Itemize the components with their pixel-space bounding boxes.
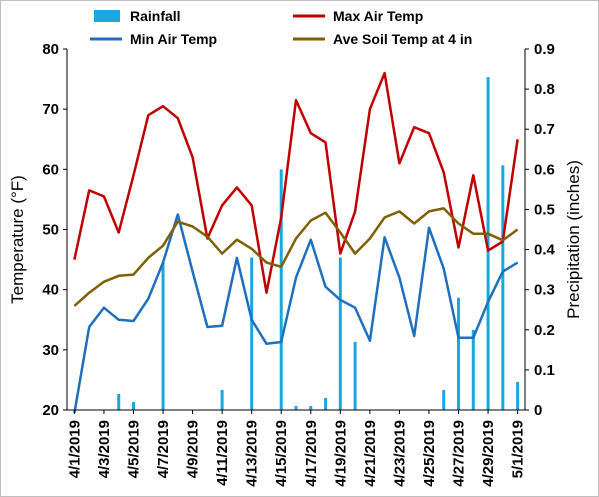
y-right-tick-label: 0.5: [534, 201, 555, 218]
y-right-tick-label: 0.4: [534, 242, 556, 259]
y-right-tick-label: 0.6: [534, 161, 555, 178]
x-tick-label: 4/21/2019: [362, 420, 379, 487]
y-right-tick-label: 0: [534, 402, 542, 419]
rainfall-bar-4/16/2019: [294, 405, 298, 410]
y-right-tick-label: 0.9: [534, 41, 555, 58]
y-left-tick-label: 70: [42, 101, 59, 118]
y-right-tick-label: 0.7: [534, 121, 555, 138]
rainfall-bar-4/20/2019: [353, 341, 357, 410]
rainfall-bar-4/26/2019: [442, 389, 446, 410]
legend-swatch-rainfall: [94, 10, 120, 22]
rainfall-bar-4/5/2019: [131, 401, 135, 410]
rainfall-bar-5/1/2019: [516, 381, 520, 410]
rainfall-bar-4/29/2019: [486, 77, 490, 411]
rainfall-bar-4/19/2019: [338, 257, 342, 410]
x-tick-label: 4/19/2019: [332, 420, 349, 487]
legend-label-rainfall: Rainfall: [130, 8, 181, 24]
max-air-temp-line: [73, 71, 519, 294]
legend: Rainfall Max Air Temp Min Air Temp Ave Soil…: [90, 8, 472, 47]
y-left-tick-label: 40: [42, 282, 59, 299]
x-tick-label: 4/15/2019: [273, 420, 290, 487]
x-tick-label: 4/5/2019: [125, 420, 142, 478]
rainfall-bar-4/4/2019: [117, 393, 121, 410]
temperature-lines: [73, 71, 519, 414]
y-axis-left-title: Temperature (°F): [8, 175, 27, 304]
x-tick-label: 4/1/2019: [66, 420, 83, 478]
x-tick-label: 5/1/2019: [510, 420, 527, 478]
rainfall-bar-4/11/2019: [220, 389, 224, 410]
rainfall-bar-4/30/2019: [501, 165, 505, 410]
legend-label-ave-soil-temp-at-4-in: Ave Soil Temp at 4 in: [333, 31, 472, 47]
ave-soil-temp-at-4-in-line: [73, 207, 519, 307]
axes: 20 30 40 50 60 70 80 0 0.1 0.2 0.3 0.4 0.5 0.6 0.7 0.8 0…: [8, 41, 583, 487]
x-tick-label: 4/11/2019: [214, 420, 231, 486]
y-right-tick-label: 0.8: [534, 81, 555, 98]
rainfall-bar-4/17/2019: [309, 405, 313, 410]
y-right-tick-label: 0.1: [534, 362, 555, 379]
x-tick-label: 4/7/2019: [155, 420, 172, 478]
y-left-tick-label: 80: [42, 41, 59, 58]
x-tick-label: 4/25/2019: [421, 420, 438, 487]
x-tick-label: 4/9/2019: [185, 420, 202, 478]
y-right-tick-label: 0.2: [534, 322, 555, 339]
rainfall-bar-4/28/2019: [471, 329, 475, 410]
y-left-tick-label: 30: [42, 342, 59, 359]
x-tick-label: 4/29/2019: [480, 420, 497, 487]
rainfall-bar-4/7/2019: [161, 261, 165, 410]
y-left-tick-label: 50: [42, 222, 59, 239]
min-air-temp-line: [73, 213, 519, 414]
legend-label-max-air-temp: Max Air Temp: [333, 8, 423, 24]
rainfall-bar-4/13/2019: [250, 257, 254, 410]
x-tick-label: 4/13/2019: [244, 420, 261, 487]
x-tick-label: 4/3/2019: [96, 420, 113, 478]
rainfall-bar-4/15/2019: [279, 169, 283, 410]
x-tick-label: 4/23/2019: [391, 420, 408, 487]
rainfall-bar-4/18/2019: [324, 397, 328, 410]
legend-label-min-air-temp: Min Air Temp: [130, 31, 217, 47]
y-axis-right-title: Precipitation (inches): [564, 160, 583, 319]
y-right-tick-label: 0.3: [534, 282, 555, 299]
rainfall-bars: [117, 77, 520, 411]
x-tick-label: 4/27/2019: [451, 420, 468, 487]
y-left-tick-label: 60: [42, 161, 59, 178]
rainfall-bar-4/27/2019: [457, 297, 461, 410]
y-left-tick-label: 20: [42, 402, 59, 419]
x-tick-label: 4/17/2019: [303, 420, 320, 487]
